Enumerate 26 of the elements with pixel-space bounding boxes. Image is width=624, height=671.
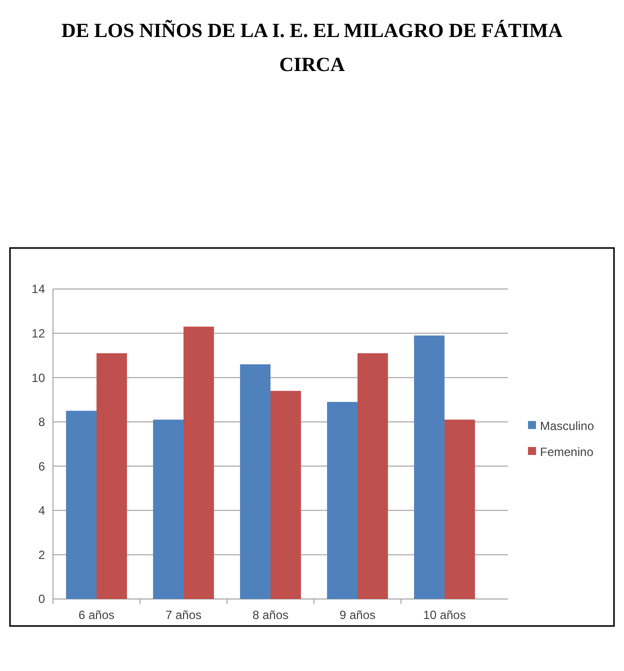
x-tick-label: 9 años	[339, 608, 376, 622]
bar	[240, 364, 270, 599]
bar	[327, 402, 358, 599]
bar	[153, 420, 184, 599]
bar	[66, 410, 96, 599]
x-tick-label: 10 años	[423, 608, 466, 622]
bar	[96, 353, 127, 599]
bar	[270, 390, 301, 599]
y-tick-label: 12	[32, 326, 46, 340]
x-tick-label: 7 años	[165, 608, 202, 622]
x-tick-label: 6 años	[78, 608, 115, 622]
legend-label: Femenino	[540, 445, 594, 460]
y-tick-label: 10	[32, 370, 46, 385]
y-tick-label: 2	[38, 548, 46, 562]
bar	[358, 353, 388, 599]
y-tick-label: 0	[38, 592, 46, 606]
x-tick-label: 8 años	[252, 608, 289, 622]
y-tick-label: 14	[32, 282, 46, 296]
bar	[414, 336, 444, 599]
y-tick-label: 4	[38, 504, 46, 518]
bar	[444, 420, 475, 599]
bar	[184, 326, 214, 599]
y-tick-label: 6	[38, 459, 46, 474]
y-tick-label: 8	[38, 415, 46, 430]
chart-title: DE LOS NIÑOS DE LA I. E. EL MILAGRO DE FÁTIMA CIRCA	[60, 18, 564, 78]
legend-label: Masculino	[540, 419, 594, 434]
